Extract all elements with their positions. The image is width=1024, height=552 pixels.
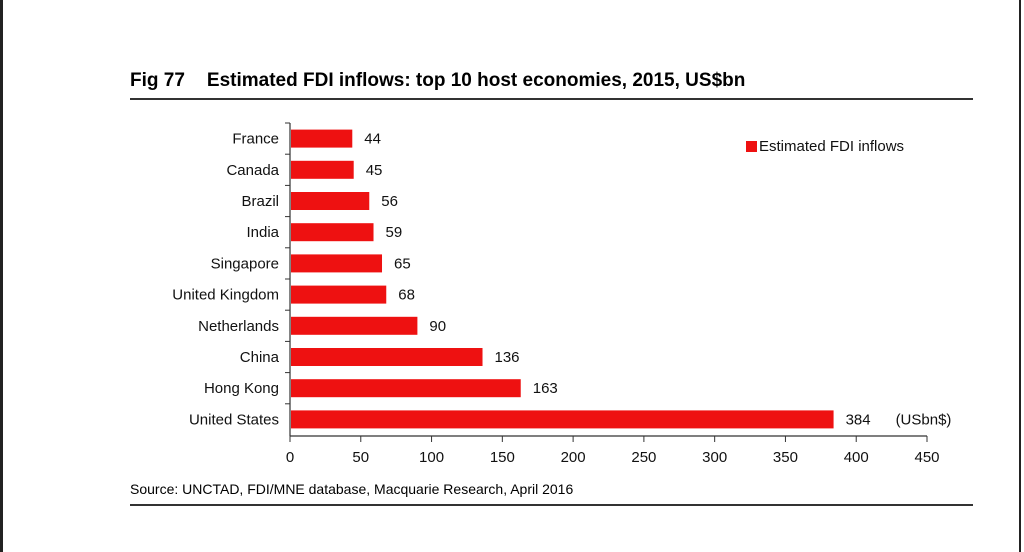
bar-india [291,223,374,242]
category-label-france: France [232,131,279,148]
figure-title-text: Estimated FDI inflows: top 10 host econo… [206,70,746,91]
bars-group: 44 45 56 59 65 68 90 136 163 384 [291,129,871,429]
category-label-united-kingdom: United Kingdom [172,287,279,304]
x-tick-label-0: 0 [286,449,294,466]
x-tick-label-400: 400 [844,449,869,466]
right-border [1019,0,1021,552]
x-tick-label-300: 300 [702,449,727,466]
bar-united-states [291,410,834,429]
figure-number: Fig 77 [130,70,185,91]
x-tick-label-350: 350 [773,449,798,466]
value-label-united-states: 384 [846,411,871,428]
unit-label: (USbn$) [896,411,952,428]
bar-united-kingdom [291,285,387,304]
title-rule [130,98,973,100]
legend: Estimated FDI inflows [746,138,904,155]
category-label-china: China [240,349,280,366]
category-label-hong-kong: Hong Kong [204,380,279,397]
source-note: Source: UNCTAD, FDI/MNE database, Macqua… [130,481,574,497]
x-tick-label-100: 100 [419,449,444,466]
bar-hong-kong [291,379,521,398]
value-label-netherlands: 90 [429,318,446,335]
bar-brazil [291,192,370,210]
x-tick-label-450: 450 [914,449,939,466]
bar-china [291,348,483,366]
bar-france [291,129,353,148]
value-label-united-kingdom: 68 [398,287,415,304]
value-label-canada: 45 [366,162,383,179]
category-label-canada: Canada [226,162,279,179]
x-tick-label-250: 250 [631,449,656,466]
axes-group: France Canada Brazil India Singapore United K… [172,122,952,466]
legend-swatch [746,141,757,152]
category-label-india: India [246,224,279,241]
category-label-united-states: United States [189,411,279,428]
value-label-hong-kong: 163 [533,380,558,397]
x-tick-label-50: 50 [352,449,369,466]
value-label-singapore: 65 [394,255,411,272]
category-label-brazil: Brazil [241,193,279,210]
category-label-netherlands: Netherlands [198,318,279,335]
value-label-china: 136 [495,349,520,366]
bottom-rule [130,504,973,506]
left-border [0,0,3,552]
figure-title: Fig 77 Estimated FDI inflows: top 10 host… [130,70,745,92]
value-label-france: 44 [364,131,381,148]
value-label-india: 59 [386,224,403,241]
x-tick-label-200: 200 [561,449,586,466]
category-label-singapore: Singapore [211,255,279,272]
legend-label: Estimated FDI inflows [759,138,904,155]
bar-singapore [291,254,383,273]
bar-canada [291,160,354,179]
bar-netherlands [291,316,418,335]
value-label-brazil: 56 [381,193,398,210]
x-tick-label-150: 150 [490,449,515,466]
